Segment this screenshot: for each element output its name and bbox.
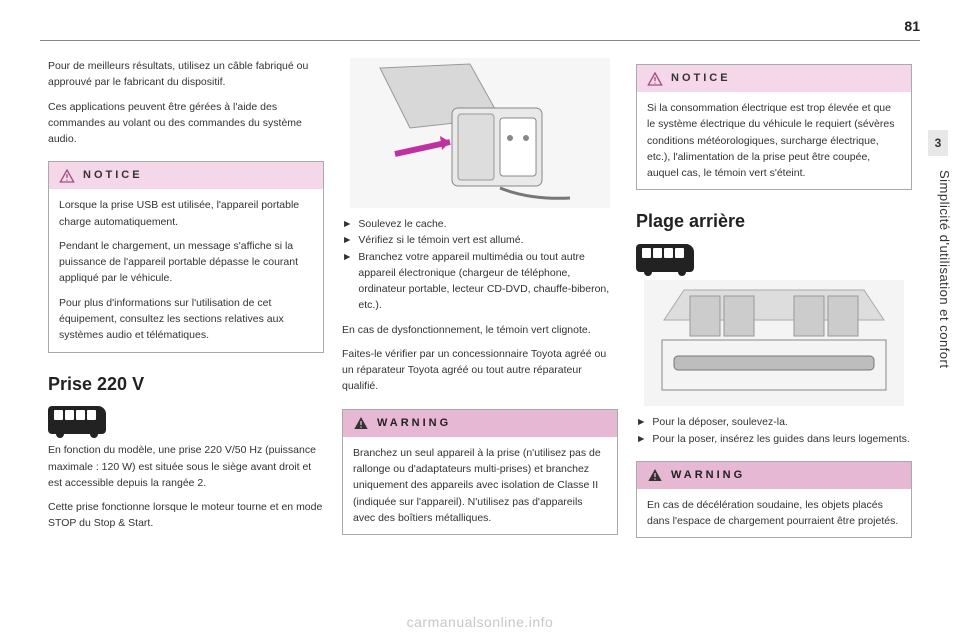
warning-triangle-icon [647, 467, 663, 483]
column-1: Pour de meilleurs résultats, utilisez un… [48, 58, 324, 604]
bullet-text-1: Soulevez le cache. [358, 216, 446, 232]
prise-body-1: En fonction du modèle, une prise 220 V/5… [48, 442, 324, 491]
prise-body-2: Cette prise fonctionne lorsque le moteur… [48, 499, 324, 532]
chapter-tab: 3 [928, 130, 948, 156]
bullet-soulevez: ► Soulevez le cache. [342, 216, 618, 232]
notice-header: NOTICE [637, 65, 911, 92]
bullet-arrow-icon: ► [636, 414, 646, 430]
warning-body: En cas de décélération soudaine, les obj… [637, 489, 911, 538]
column-2: ► Soulevez le cache. ► Vérifiez si le té… [342, 58, 618, 604]
content-columns: Pour de meilleurs résultats, utilisez un… [48, 58, 912, 604]
bullet-text-deposer: Pour la déposer, soulevez-la. [652, 414, 787, 430]
warning-header: WARNING [343, 410, 617, 437]
bullet-arrow-icon: ► [342, 249, 352, 314]
warning-header: WARNING [637, 462, 911, 489]
warning-callout-single-device: WARNING Branchez un seul appareil à la p… [342, 409, 618, 535]
bullet-verifiez: ► Vérifiez si le témoin vert est allumé. [342, 232, 618, 248]
bullet-deposer: ► Pour la déposer, soulevez-la. [636, 414, 912, 430]
notice-triangle-icon [59, 168, 75, 184]
notice-title-text: NOTICE [671, 70, 731, 87]
warning-title-text: WARNING [671, 467, 745, 484]
notice-callout-consumption: NOTICE Si la consommation électrique est… [636, 64, 912, 190]
van-silhouette-icon [636, 244, 694, 272]
notice-title-text: NOTICE [83, 167, 143, 184]
page-number: 81 [904, 18, 920, 34]
heading-plage-arriere: Plage arrière [636, 208, 912, 236]
notice-body: Lorsque la prise USB est utilisée, l'app… [49, 189, 323, 351]
van-silhouette-icon [48, 406, 106, 434]
rear-shelf-illustration [636, 280, 912, 406]
bullet-arrow-icon: ► [636, 431, 646, 447]
bullet-poser: ► Pour la poser, insérez les guides dans… [636, 431, 912, 447]
dysfunction-paragraph: En cas de dysfonctionnement, le témoin v… [342, 322, 618, 338]
watermark-text: carmanualsonline.info [0, 614, 960, 630]
bullet-arrow-icon: ► [342, 216, 352, 232]
socket-illustration [342, 58, 618, 208]
column-3: NOTICE Si la consommation électrique est… [636, 58, 912, 604]
warning-body: Branchez un seul appareil à la prise (n'… [343, 437, 617, 534]
notice-callout-usb: NOTICE Lorsque la prise USB est utilisée… [48, 161, 324, 352]
bullet-branchez: ► Branchez votre appareil multimédia ou … [342, 249, 618, 314]
notice-body-line-1: Lorsque la prise USB est utilisée, l'app… [59, 197, 313, 230]
intro-paragraph-1: Pour de meilleurs résultats, utilisez un… [48, 58, 324, 91]
bullet-text-poser: Pour la poser, insérez les guides dans l… [652, 431, 909, 447]
warning-triangle-icon [353, 415, 369, 431]
notice-header: NOTICE [49, 162, 323, 189]
warning-callout-deceleration: WARNING En cas de décélération soudaine,… [636, 461, 912, 539]
bullet-text-2: Vérifiez si le témoin vert est allumé. [358, 232, 523, 248]
heading-prise-220v: Prise 220 V [48, 371, 324, 399]
notice-body-line-2: Pendant le chargement, un message s'affi… [59, 238, 313, 287]
bullet-text-3: Branchez votre appareil multimédia ou to… [358, 249, 618, 314]
chapter-side-label: Simplicité d'utilisation et confort [937, 170, 952, 368]
dealer-paragraph: Faites-le vérifier par un concessionnair… [342, 346, 618, 395]
intro-paragraph-2: Ces applications peuvent être gérées à l… [48, 99, 324, 148]
bullet-arrow-icon: ► [342, 232, 352, 248]
notice-triangle-icon [647, 71, 663, 87]
notice-body-line-3: Pour plus d'informations sur l'utilisati… [59, 295, 313, 344]
notice-body: Si la consommation électrique est trop é… [637, 92, 911, 189]
warning-title-text: WARNING [377, 415, 451, 432]
top-rule [40, 40, 920, 41]
